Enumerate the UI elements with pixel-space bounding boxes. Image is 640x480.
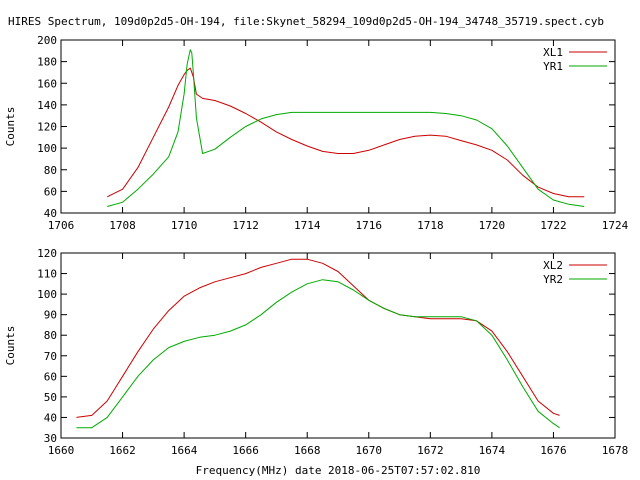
y-tick-label: 180 <box>37 56 57 69</box>
x-tick-label: 1710 <box>171 219 198 232</box>
y-axis-label: Counts <box>4 326 17 366</box>
series-line-xl1 <box>106 67 585 198</box>
y-tick-label: 80 <box>44 164 57 177</box>
x-tick-label: 1718 <box>417 219 444 232</box>
y-tick-label: 140 <box>37 99 57 112</box>
y-tick-label: 30 <box>44 432 57 445</box>
series-line-yr1 <box>107 49 585 207</box>
y-tick-label: 160 <box>37 77 57 90</box>
chart-panels: 1706 1708 1710 1712 1714 1716 1718 1720 1722 1724… <box>4 34 629 457</box>
x-tick-label: 1706 <box>48 219 75 232</box>
y-tick-label: 120 <box>37 121 57 134</box>
x-tick-label: 1676 <box>540 444 567 457</box>
y-tick-label: 60 <box>44 370 57 383</box>
y-axis-label: Counts <box>4 107 17 147</box>
x-axis-label: Frequency(MHz) date 2018-06-25T07:57:02.… <box>196 464 481 477</box>
chart-panel-2: 1660 1662 1664 1666 1668 1670 1672 1674 1676 1678… <box>4 247 628 457</box>
plot-frame <box>60 252 616 439</box>
x-tick-label: 1724 <box>602 219 629 232</box>
x-tick-label: 1722 <box>540 219 567 232</box>
x-tick-label: 1720 <box>479 219 506 232</box>
y-tick-label: 40 <box>44 411 57 424</box>
x-tick-label: 1660 <box>48 444 75 457</box>
y-tick-label: 110 <box>37 268 57 281</box>
legend-label: XL2 <box>543 259 563 272</box>
x-tick-label: 1664 <box>171 444 198 457</box>
x-tick-label: 1716 <box>356 219 383 232</box>
y-tick-label: 40 <box>44 207 57 220</box>
figure-title: HIRES Spectrum, 109d0p2d5-OH-194, file:S… <box>8 15 604 28</box>
legend-label: YR1 <box>543 60 563 73</box>
x-tick-label: 1672 <box>417 444 444 457</box>
y-tick-label: 90 <box>44 309 57 322</box>
y-tick-label: 200 <box>37 34 57 47</box>
y-tick-label: 100 <box>37 142 57 155</box>
y-tick-label: 50 <box>44 391 57 404</box>
series-line-xl2 <box>76 258 560 418</box>
chart-panel-1: 1706 1708 1710 1712 1714 1716 1718 1720 1722 1724… <box>4 34 629 232</box>
x-tick-label: 1666 <box>232 444 259 457</box>
x-tick-label: 1714 <box>294 219 321 232</box>
x-tick-label: 1670 <box>356 444 383 457</box>
x-tick-label: 1712 <box>232 219 259 232</box>
y-tick-label: 80 <box>44 329 57 342</box>
legend-label: YR2 <box>543 273 563 286</box>
series-line-yr2 <box>76 279 560 429</box>
legend-label: XL1 <box>543 46 563 59</box>
x-tick-label: 1662 <box>109 444 136 457</box>
x-tick-label: 1708 <box>109 219 136 232</box>
y-tick-label: 120 <box>37 247 57 260</box>
x-tick-label: 1678 <box>602 444 629 457</box>
y-tick-label: 100 <box>37 288 57 301</box>
x-tick-label: 1674 <box>479 444 506 457</box>
y-tick-label: 70 <box>44 350 57 363</box>
x-tick-label: 1668 <box>294 444 321 457</box>
y-tick-label: 60 <box>44 185 57 198</box>
